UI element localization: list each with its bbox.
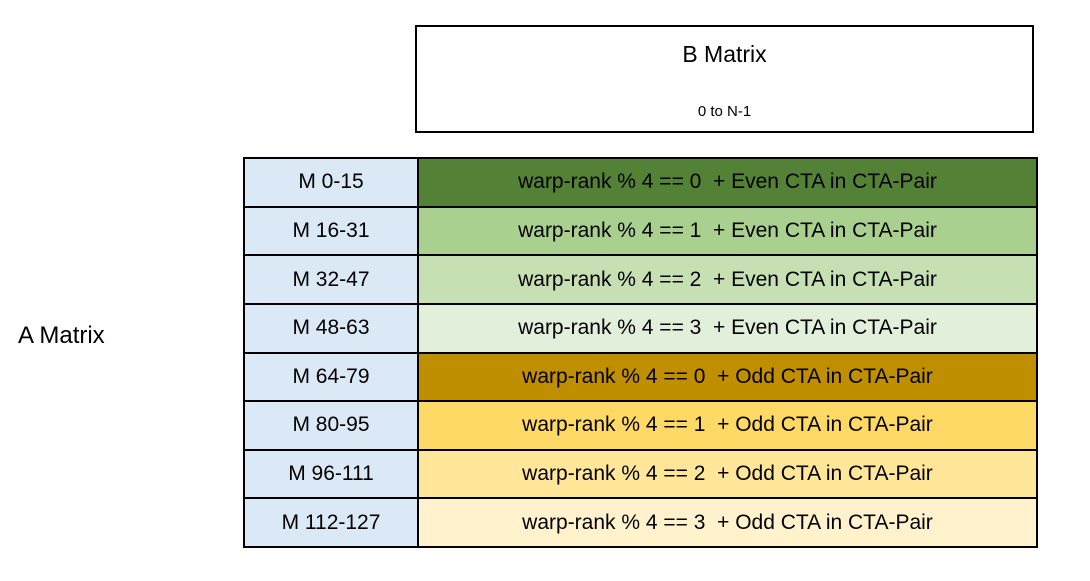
- warp-rank-mapping-value: warp-rank % 4 == 1 + Odd CTA in CTA-Pair: [417, 400, 1038, 451]
- table-row: M 32-47 warp-rank % 4 == 2 + Even CTA in…: [243, 254, 1038, 305]
- m-range-label: M 64-79: [243, 351, 419, 403]
- m-range-label: M 96-111: [243, 448, 419, 500]
- warp-rank-mapping-value: warp-rank % 4 == 3 + Odd CTA in CTA-Pair: [417, 497, 1038, 548]
- m-range-label: M 0-15: [243, 157, 419, 208]
- table-row: M 64-79 warp-rank % 4 == 0 + Odd CTA in …: [243, 351, 1038, 403]
- table-row: M 96-111 warp-rank % 4 == 2 + Odd CTA in…: [243, 448, 1038, 500]
- m-range-label: M 16-31: [243, 205, 419, 257]
- b-matrix-title: B Matrix: [682, 41, 767, 67]
- m-range-label: M 32-47: [243, 254, 419, 305]
- table-row: M 112-127 warp-rank % 4 == 3 + Odd CTA i…: [243, 497, 1038, 548]
- warp-rank-mapping-value: warp-rank % 4 == 3 + Even CTA in CTA-Pai…: [417, 302, 1038, 354]
- table-row: M 0-15 warp-rank % 4 == 0 + Even CTA in …: [243, 157, 1038, 208]
- warp-rank-mapping-value: warp-rank % 4 == 0 + Odd CTA in CTA-Pair: [417, 351, 1038, 403]
- warp-rank-mapping-value: warp-rank % 4 == 1 + Even CTA in CTA-Pai…: [417, 205, 1038, 257]
- table-row: M 80-95 warp-rank % 4 == 1 + Odd CTA in …: [243, 400, 1038, 451]
- b-matrix-range-label: 0 to N-1: [697, 103, 752, 120]
- m-range-label: M 80-95: [243, 400, 419, 451]
- warp-mapping-table: M 0-15 warp-rank % 4 == 0 + Even CTA in …: [243, 157, 1038, 548]
- a-matrix-label: A Matrix: [18, 322, 105, 349]
- m-range-label: M 112-127: [243, 497, 419, 548]
- warp-rank-mapping-value: warp-rank % 4 == 2 + Even CTA in CTA-Pai…: [417, 254, 1038, 305]
- warp-mapping-table-body: M 0-15 warp-rank % 4 == 0 + Even CTA in …: [243, 157, 1038, 548]
- m-range-label: M 48-63: [243, 302, 419, 354]
- b-matrix-box: B Matrix 0 to N-1: [415, 25, 1034, 133]
- table-row: M 16-31 warp-rank % 4 == 1 + Even CTA in…: [243, 205, 1038, 257]
- warp-rank-mapping-value: warp-rank % 4 == 2 + Odd CTA in CTA-Pair: [417, 448, 1038, 500]
- warp-rank-mapping-value: warp-rank % 4 == 0 + Even CTA in CTA-Pai…: [417, 157, 1038, 208]
- table-row: M 48-63 warp-rank % 4 == 3 + Even CTA in…: [243, 302, 1038, 354]
